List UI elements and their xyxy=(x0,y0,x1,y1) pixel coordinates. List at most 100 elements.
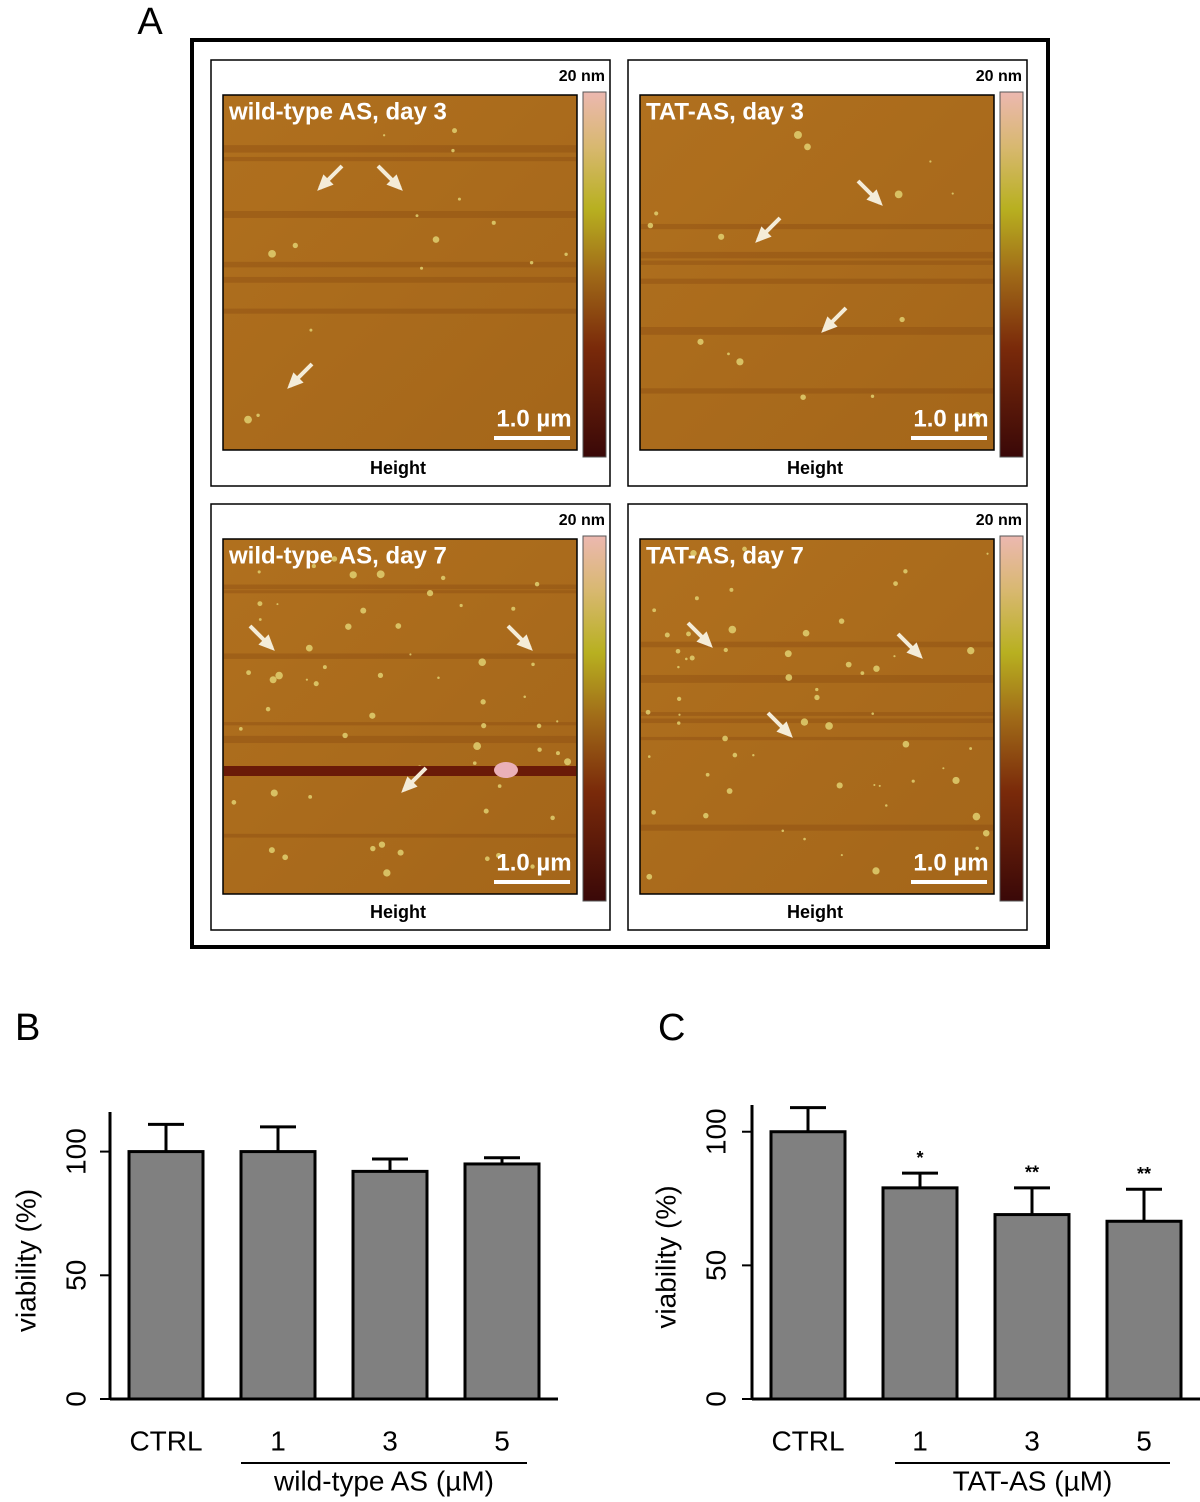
particle xyxy=(878,784,881,787)
particle xyxy=(383,869,391,877)
scan-line xyxy=(224,211,576,218)
particle xyxy=(697,338,704,345)
scan-line xyxy=(641,251,993,259)
particle xyxy=(497,784,502,788)
x-tick-label: CTRL xyxy=(771,1425,844,1456)
scan-line xyxy=(224,722,576,726)
particle xyxy=(800,718,809,726)
y-tick-label: 100 xyxy=(60,1128,91,1175)
caption: Height xyxy=(787,902,843,922)
arrow-head xyxy=(906,642,923,659)
particle xyxy=(432,236,440,243)
scale-bar-label: 1.0 µm xyxy=(913,405,988,432)
particle xyxy=(457,197,461,201)
scale-bar-label: 1.0 µm xyxy=(496,405,571,432)
particle xyxy=(397,849,404,856)
particle xyxy=(885,804,888,807)
particle xyxy=(511,606,516,611)
arrow-head xyxy=(386,174,403,191)
bar xyxy=(127,1150,205,1401)
particle xyxy=(972,812,981,821)
y-axis-label: viability (%) xyxy=(10,1189,41,1332)
particle xyxy=(652,608,657,613)
particle xyxy=(342,732,348,739)
particle xyxy=(265,706,271,712)
particle xyxy=(845,661,852,668)
particle xyxy=(481,723,487,729)
particle xyxy=(967,647,975,655)
scan-line xyxy=(224,261,576,268)
scale-bar xyxy=(494,880,570,884)
scan-line xyxy=(224,308,576,314)
particle xyxy=(305,644,313,652)
afm-image xyxy=(222,94,578,451)
particle xyxy=(703,812,709,819)
y-tick-label: 50 xyxy=(60,1260,91,1291)
particle xyxy=(360,607,367,614)
particle xyxy=(331,556,338,562)
scale-max: 20 nm xyxy=(976,68,1022,85)
particle xyxy=(305,678,308,681)
particle xyxy=(676,696,682,702)
subpanel-frame xyxy=(627,59,1028,487)
particle xyxy=(794,130,802,139)
scan-line xyxy=(224,156,576,162)
particle xyxy=(825,722,833,730)
particle xyxy=(903,569,908,574)
panel-label: C xyxy=(658,1007,685,1049)
scale-bar-label: 1.0 µm xyxy=(913,849,988,876)
particle xyxy=(802,629,810,637)
particle xyxy=(952,776,960,785)
panel-title: TAT-AS, day 7 xyxy=(646,542,804,569)
particle xyxy=(647,222,654,229)
particle xyxy=(473,742,482,750)
particle xyxy=(231,800,237,805)
particle xyxy=(437,676,440,679)
particle xyxy=(537,747,542,752)
significance: * xyxy=(916,1148,923,1168)
scale-max: 20 nm xyxy=(559,68,605,85)
particle xyxy=(530,864,535,869)
afm-image xyxy=(639,94,995,451)
scan-line xyxy=(641,712,993,716)
bar xyxy=(463,1162,541,1401)
particle xyxy=(472,761,477,765)
arrow-head xyxy=(696,631,713,648)
scan-line xyxy=(641,388,993,394)
particle xyxy=(815,687,819,692)
arrow-head xyxy=(821,316,838,333)
particle xyxy=(564,252,568,256)
scan-line xyxy=(641,718,993,724)
scan-line xyxy=(641,824,993,831)
particle xyxy=(675,648,681,654)
particle xyxy=(893,581,898,586)
particle xyxy=(942,767,945,770)
particle xyxy=(270,789,278,797)
particle xyxy=(646,873,653,880)
particle xyxy=(647,755,651,758)
scale-bar xyxy=(494,436,570,440)
particle xyxy=(726,788,733,794)
caption: Height xyxy=(787,458,843,478)
particle xyxy=(258,618,262,621)
scan-line xyxy=(224,145,576,153)
particle xyxy=(555,751,560,756)
particle xyxy=(536,723,542,729)
significance: ** xyxy=(1025,1163,1039,1183)
particle xyxy=(951,192,954,195)
x-tick-label: 5 xyxy=(1136,1425,1152,1456)
particle xyxy=(282,854,289,861)
particle xyxy=(902,740,910,748)
particle xyxy=(268,847,275,854)
color-scale xyxy=(999,91,1024,458)
scan-line xyxy=(641,641,993,648)
particle xyxy=(308,794,313,799)
particle xyxy=(736,358,744,366)
particle xyxy=(651,810,656,815)
scan-line xyxy=(641,223,993,230)
particle xyxy=(275,671,283,680)
x-tick-label: 1 xyxy=(912,1425,928,1456)
particle xyxy=(870,394,875,399)
panel-title: TAT-AS, day 3 xyxy=(646,98,804,125)
